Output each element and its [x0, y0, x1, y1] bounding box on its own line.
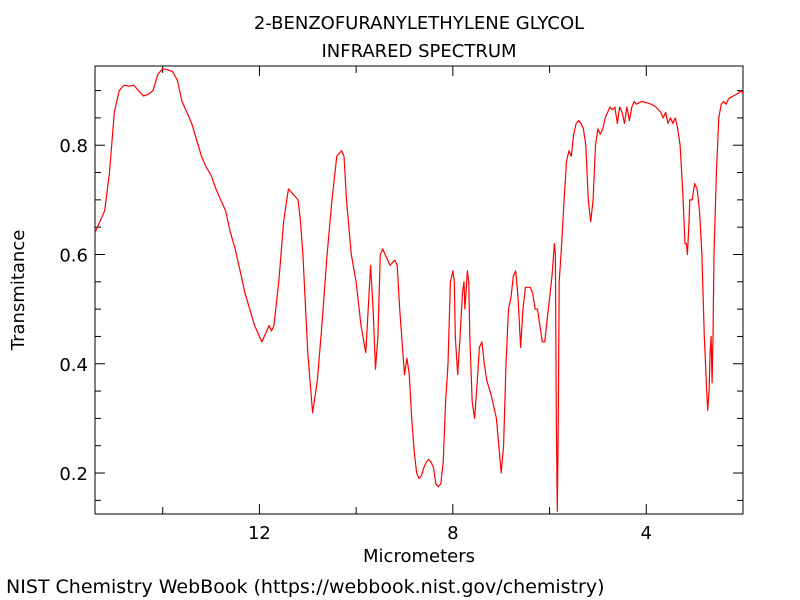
y-tick-label: 0.6 — [59, 245, 88, 266]
y-tick-label: 0.8 — [59, 136, 88, 157]
x-tick-label: 4 — [641, 523, 652, 544]
x-tick-label: 12 — [248, 523, 271, 544]
chart-title-line-2: INFRARED SPECTRUM — [321, 41, 516, 62]
y-tick-label: 0.4 — [59, 355, 88, 376]
y-axis-label: Transmitance — [8, 230, 29, 352]
axis-ticks — [95, 66, 743, 514]
chart-title-line-1: 2-BENZOFURANYLETHYLENE GLYCOL — [254, 13, 584, 34]
source-attribution: NIST Chemistry WebBook (https://webbook.… — [6, 576, 605, 598]
spectrum-line — [94, 68, 744, 512]
y-tick-label: 0.2 — [59, 464, 88, 485]
plot-area-frame — [94, 65, 744, 515]
x-axis-label: Micrometers — [363, 546, 475, 567]
x-tick-label: 8 — [447, 523, 458, 544]
axis-tick-labels: 12 8 4 0.2 0.4 0.6 0.8 — [59, 136, 652, 544]
